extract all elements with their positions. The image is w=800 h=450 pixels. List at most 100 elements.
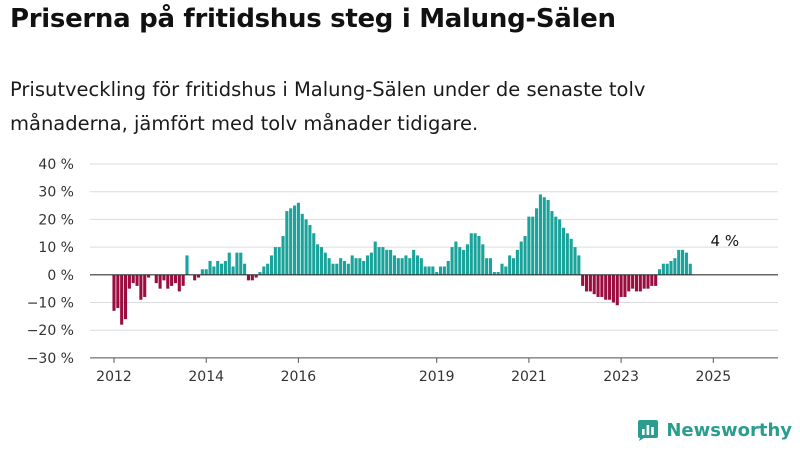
- bar-2019-03: [442, 266, 446, 275]
- x-tick-label: 2019: [419, 369, 455, 385]
- bar-2018-06: [408, 258, 412, 275]
- bar-2017-09: [373, 241, 377, 275]
- bar-2020-03: [488, 258, 493, 275]
- bar-2024-02: [669, 260, 673, 275]
- bar-2014-04: [216, 260, 220, 275]
- y-tick-label: 10 %: [38, 240, 74, 256]
- bar-2012-06: [131, 274, 135, 284]
- bar-2013-08: [185, 255, 189, 275]
- bar-2024-05: [681, 249, 685, 275]
- bar-2013-04: [170, 274, 174, 286]
- bar-2023-08: [646, 274, 650, 289]
- bar-2024-01: [665, 263, 669, 275]
- bar-2021-09: [558, 219, 562, 275]
- bar-2021-10: [561, 227, 566, 275]
- x-tick-label: 2023: [603, 369, 639, 385]
- bar-2019-11: [473, 233, 477, 275]
- bar-2017-08: [369, 252, 373, 275]
- bar-2014-09: [235, 252, 239, 275]
- bar-2018-10: [423, 266, 427, 275]
- bar-2020-05: [496, 272, 500, 275]
- bar-2020-06: [500, 263, 504, 275]
- x-tick-label: 2021: [511, 369, 547, 385]
- bar-2023-11: [657, 269, 662, 275]
- bar-2016-08: [323, 252, 327, 275]
- bar-2019-06: [454, 241, 458, 275]
- bar-2013-02: [162, 274, 166, 281]
- bar-2012-12: [154, 274, 158, 284]
- bar-2019-12: [477, 236, 481, 275]
- bar-2012-03: [120, 274, 124, 325]
- bar-2017-02: [346, 263, 350, 275]
- bar-2018-04: [400, 258, 404, 275]
- bar-2020-07: [504, 266, 508, 275]
- bar-2020-11: [519, 241, 523, 275]
- bar-2018-09: [419, 258, 423, 275]
- page-title: Priserna på fritidshus steg i Malung-Säl…: [10, 4, 616, 34]
- bar-2013-01: [158, 274, 162, 289]
- bar-2024-03: [673, 258, 677, 275]
- bar-2015-09: [281, 236, 285, 275]
- bar-2014-12: [246, 274, 251, 281]
- y-tick-label: 0 %: [47, 268, 74, 284]
- bar-2015-11: [289, 208, 293, 275]
- bar-2023-02: [623, 274, 627, 297]
- bar-2016-09: [327, 258, 331, 275]
- bar-2021-06: [546, 200, 550, 275]
- bar-2021-08: [554, 216, 558, 275]
- bar-2016-01: [296, 202, 300, 275]
- bar-2013-05: [173, 274, 178, 284]
- bar-2017-04: [354, 258, 358, 275]
- bar-2014-07: [227, 252, 231, 275]
- bar-2020-02: [485, 258, 489, 275]
- bar-2021-12: [569, 238, 573, 275]
- bar-2020-04: [492, 272, 496, 275]
- y-tick-label: −30 %: [27, 351, 74, 367]
- bar-2022-12: [615, 274, 619, 306]
- bar-2017-12: [385, 249, 389, 275]
- bar-2020-08: [508, 255, 512, 275]
- bar-2016-12: [339, 258, 343, 275]
- bar-2023-12: [661, 263, 665, 275]
- latest-value-annotation: 4 %: [711, 232, 740, 250]
- bar-2023-04: [631, 274, 635, 289]
- bar-2015-10: [285, 211, 289, 275]
- bar-2019-01: [435, 272, 439, 275]
- bar-2014-02: [208, 260, 212, 275]
- bar-2015-07: [273, 247, 277, 275]
- bar-2023-01: [619, 274, 623, 297]
- bar-2022-11: [611, 274, 615, 303]
- bar-2013-12: [200, 269, 204, 275]
- bar-2013-06: [177, 274, 181, 292]
- bar-2021-02: [531, 216, 535, 275]
- bar-2014-08: [231, 266, 235, 275]
- bar-2018-02: [392, 255, 396, 275]
- bar-2021-11: [565, 233, 569, 275]
- bar-2022-09: [604, 274, 608, 300]
- bar-2021-05: [542, 197, 546, 275]
- bar-2016-03: [304, 219, 308, 275]
- bar-2023-03: [627, 274, 631, 292]
- bar-2023-09: [650, 274, 654, 286]
- bar-2016-02: [300, 213, 304, 275]
- bar-2018-05: [404, 255, 408, 275]
- bar-2021-04: [538, 194, 542, 275]
- x-tick-label: 2025: [695, 369, 731, 385]
- bar-2021-07: [550, 211, 554, 275]
- bar-2022-04: [584, 274, 589, 292]
- bar-2017-03: [350, 255, 354, 275]
- bar-2012-05: [127, 274, 131, 289]
- bar-2023-07: [642, 274, 646, 289]
- bar-2019-08: [462, 249, 466, 275]
- bar-2012-10: [147, 274, 151, 278]
- bar-2021-03: [535, 208, 539, 275]
- bar-2012-01: [112, 274, 116, 311]
- bar-2015-05: [266, 263, 270, 275]
- bar-2018-01: [389, 249, 393, 275]
- bar-2015-02: [254, 274, 258, 278]
- bar-2018-12: [431, 266, 435, 275]
- bar-2017-01: [342, 260, 347, 275]
- bar-2016-07: [319, 247, 323, 275]
- bar-2016-04: [308, 224, 312, 275]
- bar-2021-01: [527, 216, 531, 275]
